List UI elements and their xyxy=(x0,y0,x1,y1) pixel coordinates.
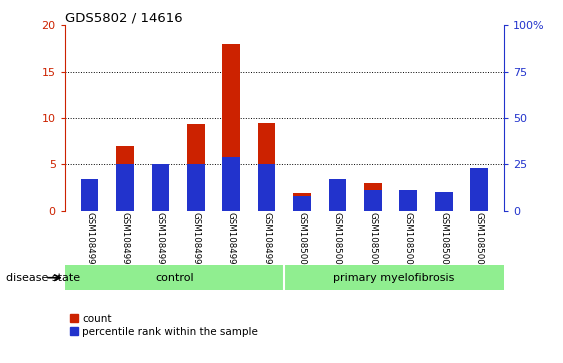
Bar xyxy=(329,187,346,211)
Bar xyxy=(399,190,417,211)
Text: GSM1085003: GSM1085003 xyxy=(404,212,413,270)
Text: control: control xyxy=(155,273,194,283)
Bar xyxy=(435,192,453,211)
Text: GSM1085002: GSM1085002 xyxy=(368,212,377,270)
Text: GSM1084999: GSM1084999 xyxy=(262,212,271,270)
Text: GSM1085005: GSM1085005 xyxy=(475,212,484,270)
Bar xyxy=(258,164,275,211)
Bar xyxy=(187,164,204,211)
Bar xyxy=(81,190,99,211)
Text: GSM1084995: GSM1084995 xyxy=(120,212,129,270)
Bar xyxy=(435,192,453,211)
Bar xyxy=(329,179,346,211)
Bar xyxy=(399,190,417,211)
Text: GSM1084998: GSM1084998 xyxy=(227,212,236,270)
Text: GSM1084997: GSM1084997 xyxy=(191,212,200,270)
Bar xyxy=(222,44,240,211)
Text: GSM1085000: GSM1085000 xyxy=(297,212,306,270)
Text: primary myelofibrosis: primary myelofibrosis xyxy=(333,273,455,283)
Text: disease state: disease state xyxy=(6,273,80,283)
Bar xyxy=(81,179,99,211)
Legend: count, percentile rank within the sample: count, percentile rank within the sample xyxy=(70,314,258,337)
Bar xyxy=(284,265,504,290)
Bar xyxy=(470,168,488,211)
Text: GSM1084996: GSM1084996 xyxy=(156,212,165,270)
Bar xyxy=(364,190,382,211)
Text: GSM1085004: GSM1085004 xyxy=(439,212,448,270)
Bar xyxy=(293,196,311,211)
Text: GDS5802 / 14616: GDS5802 / 14616 xyxy=(65,11,182,24)
Bar xyxy=(151,164,169,211)
Bar xyxy=(116,146,134,211)
Bar xyxy=(116,164,134,211)
Bar xyxy=(258,123,275,211)
Bar xyxy=(470,168,488,211)
Bar xyxy=(187,123,204,211)
Bar xyxy=(65,265,284,290)
Bar xyxy=(151,170,169,211)
Bar xyxy=(364,183,382,211)
Text: GSM1085001: GSM1085001 xyxy=(333,212,342,270)
Text: GSM1084994: GSM1084994 xyxy=(85,212,94,270)
Bar xyxy=(293,193,311,211)
Bar xyxy=(222,157,240,211)
